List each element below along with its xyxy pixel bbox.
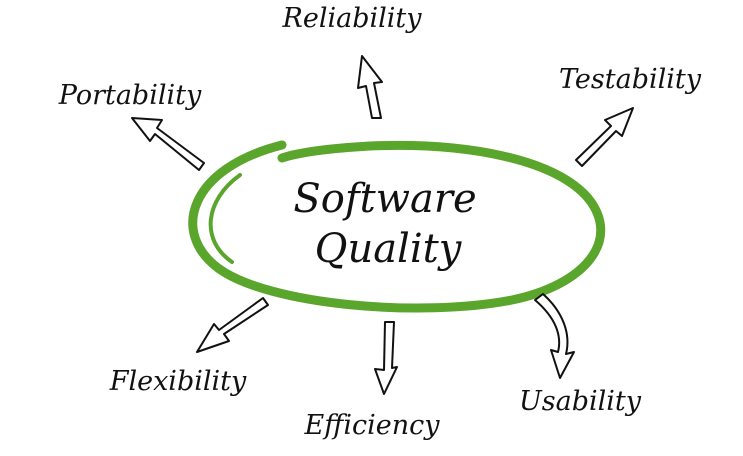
label-reliability: Reliability [282, 3, 423, 34]
arrow-up-right-testability [575, 107, 634, 167]
arrow-up-reliability [357, 55, 383, 119]
label-flexibility: Flexibility [109, 366, 247, 397]
label-portability: Portability [58, 80, 202, 111]
label-efficiency: Efficiency [304, 410, 441, 441]
arrow-down-right-usability [534, 293, 575, 379]
arrow-down-efficiency [374, 321, 398, 395]
arrow-down-left-flexibility [196, 297, 269, 353]
center-title-line-1: Software [293, 176, 476, 222]
arrow-up-left-portability [131, 117, 205, 171]
center-ring-stroke [188, 140, 606, 313]
label-testability: Testability [559, 64, 702, 95]
center-ring [188, 140, 606, 313]
center-title-line-2: Quality [315, 226, 463, 272]
center-ring-inner-stroke [208, 173, 242, 264]
label-usability: Usability [519, 386, 642, 417]
